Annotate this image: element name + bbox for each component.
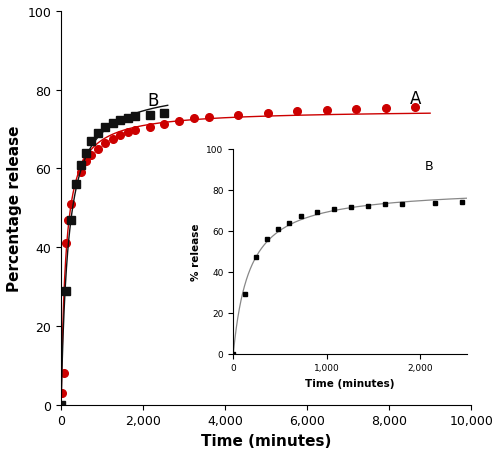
- Y-axis label: Percentage release: Percentage release: [7, 125, 22, 292]
- Text: B: B: [147, 92, 158, 110]
- X-axis label: Time (minutes): Time (minutes): [201, 433, 332, 448]
- Text: A: A: [410, 90, 421, 108]
